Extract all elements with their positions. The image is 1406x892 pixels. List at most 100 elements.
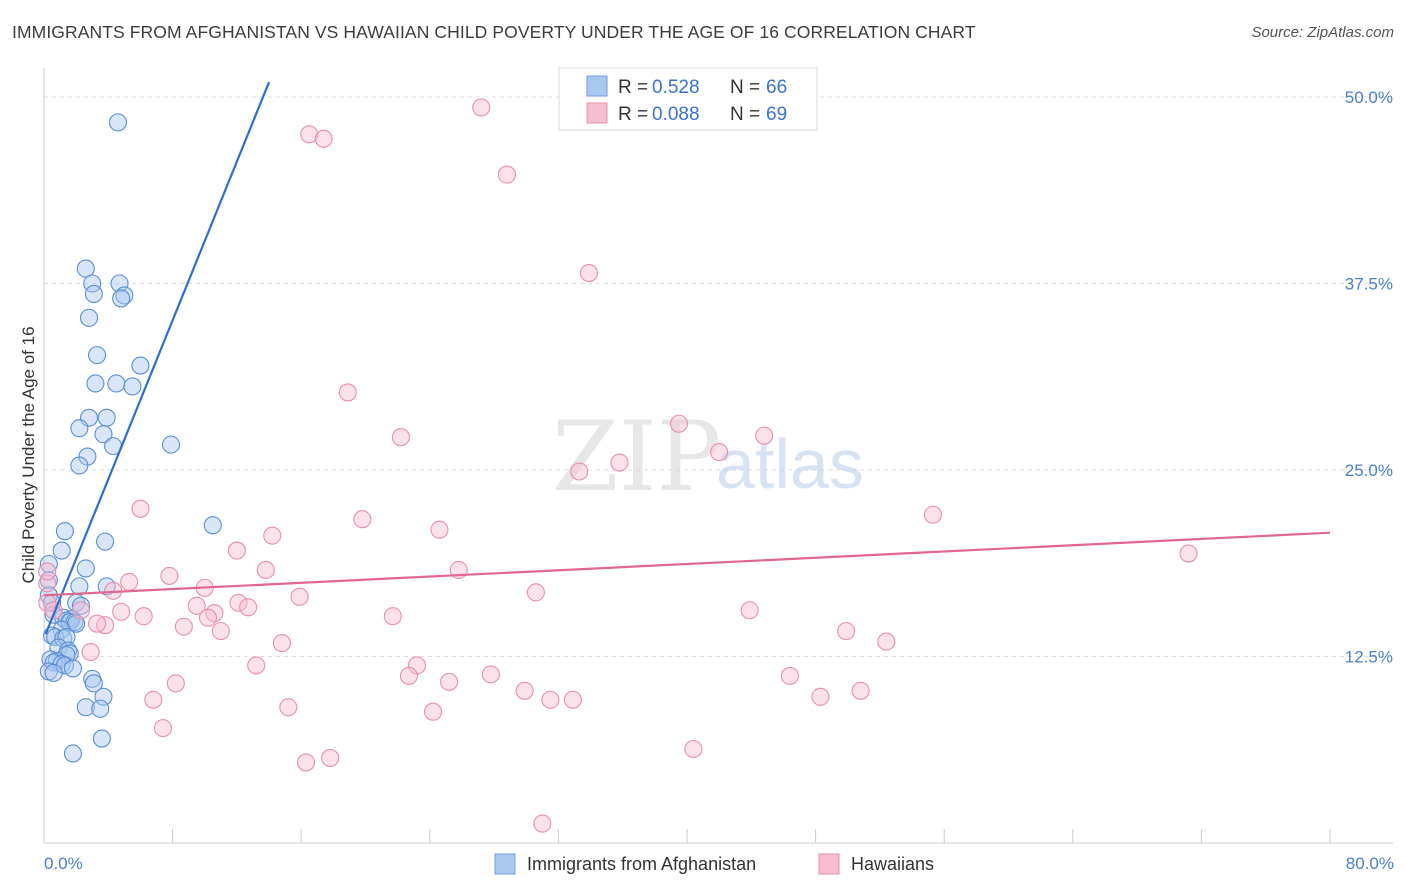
point-hawaiians-63 <box>296 753 316 772</box>
point-hawaiians-19 <box>256 560 275 580</box>
point-hawaiians-8 <box>710 443 729 462</box>
point-hawaiians-49 <box>780 666 799 685</box>
legend-r-value-hawaiians: 0.088 <box>652 104 700 125</box>
point-hawaiians-38 <box>383 607 402 626</box>
point-hawaiians-48 <box>481 665 500 684</box>
point-afghanistan-16 <box>94 425 113 444</box>
point-hawaiians-10 <box>610 453 629 472</box>
point-hawaiians-31 <box>112 602 131 621</box>
y-tick-labels: 12.5% 25.0% 37.5% 50.0% <box>1345 88 1393 667</box>
point-hawaiians-60 <box>153 719 173 738</box>
watermark-zip: ZIP <box>552 401 721 513</box>
point-hawaiians-13 <box>353 510 372 529</box>
legend-r-label-afghanistan: R = <box>618 77 648 98</box>
point-afghanistan-57 <box>44 663 63 682</box>
legend-n-value-hawaiians: 69 <box>766 104 787 125</box>
point-hawaiians-39 <box>740 601 759 620</box>
legend-n-value-afghanistan: 66 <box>766 77 787 98</box>
point-afghanistan-61 <box>76 698 95 717</box>
point-hawaiians-3 <box>497 165 517 184</box>
point-hawaiians-67 <box>38 562 57 581</box>
point-hawaiians-7 <box>669 414 689 433</box>
point-afghanistan-20 <box>70 456 89 475</box>
point-afghanistan-4 <box>84 284 103 303</box>
legend-n-label-hawaiians: N = <box>730 104 760 125</box>
point-afghanistan-1 <box>76 259 95 278</box>
point-afghanistan-24 <box>52 541 71 560</box>
point-afghanistan-12 <box>123 377 142 396</box>
point-afghanistan-60 <box>94 687 113 706</box>
chart-title: IMMIGRANTS FROM AFGHANISTAN VS HAWAIIAN … <box>12 22 976 42</box>
point-hawaiians-0 <box>472 98 491 117</box>
point-afghanistan-23 <box>96 532 115 551</box>
point-afghanistan-14 <box>97 408 116 427</box>
point-hawaiians-26 <box>290 587 309 606</box>
stats-legend: R = 0.528 N = 66 R = 0.088 N = 69 <box>558 67 818 131</box>
point-afghanistan-64 <box>63 744 82 763</box>
point-hawaiians-56 <box>541 690 560 709</box>
point-hawaiians-41 <box>211 622 230 641</box>
point-hawaiians-25 <box>526 583 545 602</box>
trend-line-hawaiians <box>43 531 1331 597</box>
point-afghanistan-33 <box>71 596 91 615</box>
point-afghanistan-5 <box>115 286 134 305</box>
point-hawaiians-59 <box>423 702 443 721</box>
legend-r-label-hawaiians: R = <box>618 104 648 125</box>
point-hawaiians-58 <box>279 698 298 717</box>
point-hawaiians-57 <box>563 690 582 709</box>
point-hawaiians-17 <box>227 541 246 560</box>
point-hawaiians-11 <box>570 462 589 481</box>
y-tick-label-1: 25.0% <box>1345 461 1393 480</box>
legend-r-value-afghanistan: 0.528 <box>652 77 700 98</box>
point-hawaiians-16 <box>923 505 942 524</box>
point-hawaiians-27 <box>187 596 206 615</box>
point-hawaiians-9 <box>755 426 774 445</box>
point-hawaiians-52 <box>515 681 534 700</box>
point-hawaiians-15 <box>263 526 282 545</box>
chart-source: Source: ZipAtlas.com <box>1251 24 1394 41</box>
point-afghanistan-15 <box>70 419 89 438</box>
y-tick-label-3: 50.0% <box>1345 88 1393 107</box>
point-afghanistan-18 <box>161 435 181 454</box>
point-afghanistan-3 <box>110 274 129 293</box>
point-hawaiians-37 <box>174 617 193 636</box>
bottom-legend-label-afghanistan: Immigrants from Afghanistan <box>527 854 756 874</box>
axes <box>43 68 1393 844</box>
point-hawaiians-18 <box>1179 544 1198 563</box>
point-hawaiians-22 <box>120 572 139 591</box>
legend-swatch-hawaiians <box>586 102 608 124</box>
bottom-legend-label-hawaiians: Hawaiians <box>851 854 934 874</box>
y-axis-title: Child Poverty Under the Age of 16 <box>19 326 38 583</box>
point-afghanistan-8 <box>87 346 107 365</box>
watermark-atlas: atlas <box>716 425 864 503</box>
y-tick-label-0: 12.5% <box>1345 648 1393 667</box>
point-hawaiians-21 <box>160 566 179 585</box>
point-hawaiians-64 <box>533 814 552 833</box>
point-hawaiians-47 <box>399 666 418 685</box>
point-afghanistan-26 <box>76 559 95 578</box>
point-hawaiians-61 <box>684 739 703 759</box>
point-afghanistan-27 <box>39 571 58 590</box>
point-hawaiians-36 <box>87 614 107 633</box>
point-afghanistan-10 <box>86 374 105 393</box>
point-afghanistan-9 <box>131 356 150 375</box>
point-hawaiians-2 <box>314 129 333 148</box>
x-tick-label-min: 0.0% <box>44 854 83 873</box>
bottom-legend-swatch-hawaiians <box>818 853 840 875</box>
point-hawaiians-1 <box>300 125 319 144</box>
point-hawaiians-43 <box>877 632 896 651</box>
point-hawaiians-28 <box>229 593 248 612</box>
point-afghanistan-25 <box>39 554 58 574</box>
point-hawaiians-32 <box>134 607 153 626</box>
point-hawaiians-29 <box>239 598 258 617</box>
point-afghanistan-21 <box>55 522 74 541</box>
point-afghanistan-63 <box>92 729 111 748</box>
trend-line-afghanistan <box>44 81 271 635</box>
point-afghanistan-62 <box>91 699 110 718</box>
legend-swatch-afghanistan <box>586 75 608 97</box>
point-afghanistan-7 <box>79 308 99 327</box>
point-hawaiians-50 <box>440 672 459 691</box>
point-hawaiians-55 <box>144 690 163 709</box>
point-hawaiians-53 <box>811 687 830 706</box>
